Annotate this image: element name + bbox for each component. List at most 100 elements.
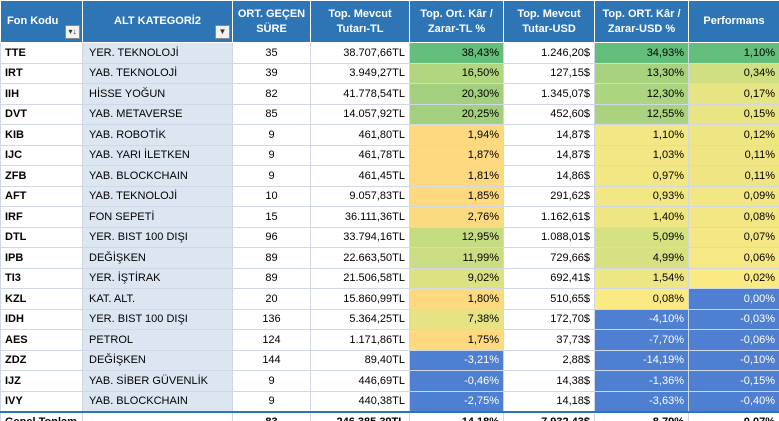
kar-zarar-usd-cell: -4,10% <box>594 308 689 330</box>
mevcut-tl-cell: 446,69TL <box>310 370 410 392</box>
header-kar-zarar-usd: Top. ORT. Kâr / Zarar-USD % <box>594 0 689 43</box>
performans-cell: 0,34% <box>688 62 779 84</box>
kar-zarar-tl-cell: 1,81% <box>409 165 504 187</box>
sure-cell: 124 <box>232 329 311 351</box>
table-row: AES PETROL 124 1.171,86TL 1,75% 37,73$ -7,70% -… <box>0 329 779 351</box>
sure-cell: 9 <box>232 144 311 166</box>
alt-kategori-cell: KAT. ALT. <box>82 288 233 310</box>
mevcut-usd-cell: 14,86$ <box>503 165 595 187</box>
sure-cell: 9 <box>232 370 311 392</box>
fon-kodu-cell: IIH <box>0 83 83 105</box>
total-perf: 0,07% <box>688 410 779 421</box>
sure-cell: 144 <box>232 349 311 371</box>
table-row: KIB YAB. ROBOTİK 9 461,80TL 1,94% 14,87$ 1,10%… <box>0 124 779 146</box>
table-row: DVT YAB. METAVERSE 85 14.057,92TL 20,25% 452,… <box>0 103 779 125</box>
kar-zarar-tl-cell: 7,38% <box>409 308 504 330</box>
performans-cell: 0,11% <box>688 144 779 166</box>
alt-kategori-cell: YER. BIST 100 DIŞI <box>82 226 233 248</box>
performans-cell: 0,09% <box>688 185 779 207</box>
table-row: IJZ YAB. SİBER GÜVENLİK 9 446,69TL -0,46% 14,… <box>0 370 779 392</box>
sure-cell: 35 <box>232 42 311 64</box>
kar-zarar-tl-cell: 1,87% <box>409 144 504 166</box>
alt-kategori-cell: YAB. ROBOTİK <box>82 124 233 146</box>
table-row: IIH HİSSE YOĞUN 82 41.778,54TL 20,30% 1.345,0… <box>0 83 779 105</box>
alt-kategori-cell: YER. BIST 100 DIŞI <box>82 308 233 330</box>
mevcut-usd-cell: 291,62$ <box>503 185 595 207</box>
kar-zarar-tl-cell: -3,21% <box>409 349 504 371</box>
kar-zarar-tl-cell: 1,80% <box>409 288 504 310</box>
header-fon-kodu-label: Fon Kodu <box>7 15 59 27</box>
mevcut-tl-cell: 1.171,86TL <box>310 329 410 351</box>
performans-cell: 1,10% <box>688 42 779 64</box>
kar-zarar-usd-cell: 34,93% <box>594 42 689 64</box>
table-row: AFT YAB. TEKNOLOJİ 10 9.057,83TL 1,85% 291,62… <box>0 185 779 207</box>
header-performans: Performans <box>688 0 779 43</box>
kar-zarar-usd-cell: 4,99% <box>594 247 689 269</box>
mevcut-tl-cell: 21.506,58TL <box>310 267 410 289</box>
kar-zarar-tl-cell: -2,75% <box>409 390 504 412</box>
header-top-mevcut-tl: Top. Mevcut Tutarı-TL <box>310 0 410 43</box>
alt-kategori-cell: PETROL <box>82 329 233 351</box>
mevcut-tl-cell: 41.778,54TL <box>310 83 410 105</box>
fon-kodu-cell: DVT <box>0 103 83 125</box>
total-kz-usd: 8,79% <box>594 410 689 421</box>
fon-kodu-cell: IRF <box>0 206 83 228</box>
fon-kodu-cell: DTL <box>0 226 83 248</box>
performans-cell: 0,12% <box>688 124 779 146</box>
alt-kategori-cell: YAB. SİBER GÜVENLİK <box>82 370 233 392</box>
sure-cell: 9 <box>232 124 311 146</box>
fon-kodu-cell: AFT <box>0 185 83 207</box>
kar-zarar-usd-cell: 12,55% <box>594 103 689 125</box>
mevcut-usd-cell: 127,15$ <box>503 62 595 84</box>
header-fon-kodu[interactable]: Fon Kodu ▾↓ <box>0 0 83 43</box>
alt-kategori-cell: DEĞİŞKEN <box>82 247 233 269</box>
mevcut-usd-cell: 14,87$ <box>503 124 595 146</box>
alt-kategori-cell: YER. İŞTİRAK <box>82 267 233 289</box>
header-ort-gecen-sure: ORT. GEÇEN SÜRE <box>232 0 311 43</box>
performans-cell: -0,40% <box>688 390 779 412</box>
mevcut-usd-cell: 1.088,01$ <box>503 226 595 248</box>
performans-cell: 0,02% <box>688 267 779 289</box>
mevcut-usd-cell: 1.162,61$ <box>503 206 595 228</box>
performans-cell: 0,08% <box>688 206 779 228</box>
mevcut-tl-cell: 5.364,25TL <box>310 308 410 330</box>
kar-zarar-usd-cell: 12,30% <box>594 83 689 105</box>
alt-kategori-cell: DEĞİŞKEN <box>82 349 233 371</box>
sort-filter-icon[interactable]: ▾↓ <box>65 25 80 39</box>
sure-cell: 89 <box>232 247 311 269</box>
sure-cell: 10 <box>232 185 311 207</box>
kar-zarar-usd-cell: 5,09% <box>594 226 689 248</box>
fon-kodu-cell: IPB <box>0 247 83 269</box>
table-row: ZDZ DEĞİŞKEN 144 89,40TL -3,21% 2,88$ -14,19% -… <box>0 349 779 371</box>
dropdown-filter-icon[interactable]: ▼ <box>215 25 230 39</box>
kar-zarar-usd-cell: 1,54% <box>594 267 689 289</box>
kar-zarar-tl-cell: 1,75% <box>409 329 504 351</box>
total-kategori-empty <box>82 410 233 421</box>
header-alt-kategori[interactable]: ALT KATEGORİ2 ▼ <box>82 0 233 43</box>
mevcut-usd-cell: 452,60$ <box>503 103 595 125</box>
performans-cell: -0,15% <box>688 370 779 392</box>
performans-cell: -0,06% <box>688 329 779 351</box>
table-row: IVY YAB. BLOCKCHAIN 9 440,38TL -2,75% 14,18$ -… <box>0 390 779 412</box>
kar-zarar-usd-cell: -14,19% <box>594 349 689 371</box>
alt-kategori-cell: YAB. METAVERSE <box>82 103 233 125</box>
total-tl: 246.385,39TL <box>310 410 410 421</box>
fon-kodu-cell: KZL <box>0 288 83 310</box>
mevcut-usd-cell: 172,70$ <box>503 308 595 330</box>
mevcut-tl-cell: 89,40TL <box>310 349 410 371</box>
kar-zarar-tl-cell: 16,50% <box>409 62 504 84</box>
mevcut-tl-cell: 440,38TL <box>310 390 410 412</box>
header-alt-kategori-label: ALT KATEGORİ2 <box>114 15 201 27</box>
table-row: TI3 YER. İŞTİRAK 89 21.506,58TL 9,02% 692,41$… <box>0 267 779 289</box>
sure-cell: 9 <box>232 165 311 187</box>
table-row: DTL YER. BIST 100 DIŞI 96 33.794,16TL 12,95%… <box>0 226 779 248</box>
sure-cell: 9 <box>232 390 311 412</box>
sure-cell: 39 <box>232 62 311 84</box>
fon-kodu-cell: IVY <box>0 390 83 412</box>
table-body: TTE YER. TEKNOLOJİ 35 38.707,66TL 38,43% 1.24… <box>0 42 779 412</box>
header-kar-zarar-tl: Top. Ort. Kâr / Zarar-TL % <box>409 0 504 43</box>
alt-kategori-cell: YAB. YARI İLETKEN <box>82 144 233 166</box>
fon-kodu-cell: TTE <box>0 42 83 64</box>
kar-zarar-tl-cell: 11,99% <box>409 247 504 269</box>
